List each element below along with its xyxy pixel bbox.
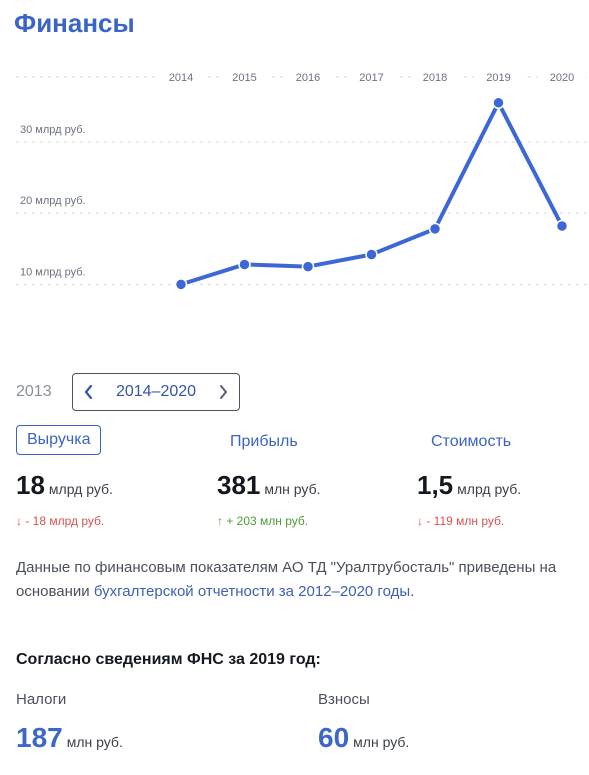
metric-revenue: 18 млрд руб. xyxy=(16,470,113,501)
data-point xyxy=(555,219,569,233)
x-tick-knockout xyxy=(284,70,332,84)
x-tick-label: 2014 xyxy=(169,72,193,84)
x-tick-label: 2015 xyxy=(232,72,256,84)
chevron-right-icon[interactable] xyxy=(215,384,231,400)
data-point xyxy=(301,260,315,273)
data-point xyxy=(174,278,188,291)
data-point xyxy=(238,258,251,271)
fns-heading: Согласно сведениям ФНС за 2019 год: xyxy=(16,651,321,668)
metric-value-total: 1,5 млрд руб. xyxy=(417,470,521,501)
tab-value[interactable]: Стоимость xyxy=(431,433,512,450)
x-tick-label: 2020 xyxy=(550,72,574,84)
data-point xyxy=(492,96,505,110)
data-source-description: Данные по финансовым показателям АО ТД "… xyxy=(16,556,576,604)
x-tick-knockout xyxy=(538,70,586,84)
metric-value: 381 xyxy=(217,470,261,500)
x-tick-knockout xyxy=(157,70,205,84)
accounting-report-link[interactable]: бухгалтерской отчетности за 2012–2020 го… xyxy=(93,583,411,600)
period-range-selector: 2014–2020 xyxy=(72,373,240,411)
description-end: . xyxy=(410,583,415,600)
y-tick-label: 10 млрд руб. xyxy=(20,266,86,278)
metric-delta-profit: ↑ + 203 млн руб. xyxy=(217,514,309,528)
metric-unit: млрд руб. xyxy=(48,481,113,497)
revenue-line-chart: 2014 2015 2016 2017 2018 2019 2020 10 млрд руб.… xyxy=(16,70,589,291)
description-text: Данные по финансовым показателям АО ТД "… xyxy=(16,559,557,600)
x-tick-label: 2018 xyxy=(423,72,447,84)
page-title: Финансы xyxy=(14,8,135,38)
contributions-value: 60 xyxy=(318,722,350,753)
metric-unit: млн руб. xyxy=(264,481,321,497)
tab-profit[interactable]: Прибыль xyxy=(230,433,298,450)
data-point xyxy=(365,248,378,261)
taxes-amount: 187 млн руб. xyxy=(16,722,123,754)
tab-revenue[interactable]: Выручка xyxy=(16,425,102,455)
y-tick-label: 30 млрд руб. xyxy=(20,124,86,136)
metric-value: 18 xyxy=(16,470,45,500)
period-navigator: 2013 2014–2020 xyxy=(16,373,240,411)
chevron-left-icon[interactable] xyxy=(81,384,97,400)
x-tick-knockout xyxy=(474,70,523,84)
taxes-value: 187 xyxy=(16,722,63,753)
x-tick-label: 2019 xyxy=(486,72,510,84)
contributions-unit: млн руб. xyxy=(353,734,410,750)
contributions-label: Взносы xyxy=(318,691,370,708)
x-tick-knockout xyxy=(347,70,396,84)
prev-year-label[interactable]: 2013 xyxy=(16,383,52,400)
y-tick-label: 20 млрд руб. xyxy=(20,195,86,207)
x-tick-label: 2017 xyxy=(359,72,383,84)
metric-delta-revenue: ↓ - 18 млрд руб. xyxy=(16,514,105,528)
x-tick-knockout xyxy=(411,70,459,84)
metric-value: 1,5 xyxy=(417,470,454,500)
contributions-amount: 60 млн руб. xyxy=(318,722,409,754)
metric-unit: млрд руб. xyxy=(457,481,522,497)
taxes-label: Налоги xyxy=(16,691,67,708)
data-point xyxy=(428,222,442,236)
x-tick-label: 2016 xyxy=(296,72,320,84)
metric-profit: 381 млн руб. xyxy=(217,470,321,501)
x-tick-knockout xyxy=(220,70,269,84)
taxes-unit: млн руб. xyxy=(66,734,123,750)
metric-delta-value: ↓ - 119 млн руб. xyxy=(417,514,505,528)
period-range-label: 2014–2020 xyxy=(115,383,197,400)
